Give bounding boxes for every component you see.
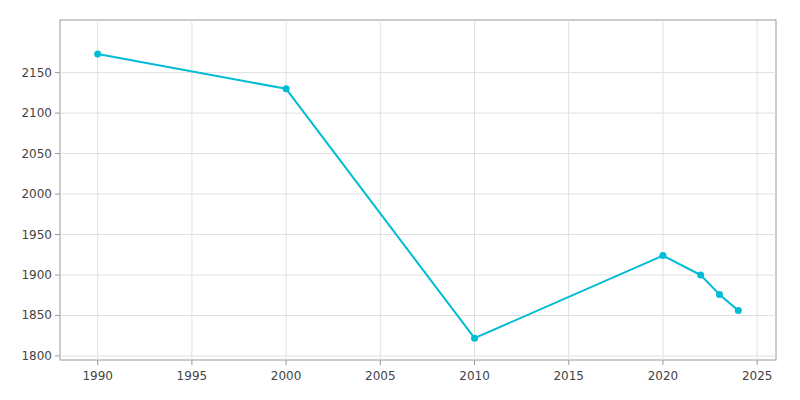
- tick-label-y: 1900: [21, 268, 52, 282]
- point: [735, 307, 742, 314]
- tick-x: [380, 360, 381, 365]
- grid-line-y: [60, 72, 776, 73]
- point: [283, 85, 290, 92]
- tick-label-x: 2020: [648, 369, 679, 383]
- tick-y: [55, 234, 60, 235]
- tick-label-x: 2015: [553, 369, 584, 383]
- grid-line-x: [97, 20, 98, 360]
- line: [98, 54, 739, 338]
- tick-x: [286, 360, 287, 365]
- plot-frame: [60, 20, 776, 360]
- tick-label-y: 1950: [21, 228, 52, 242]
- axes: 1800 1850 1900 1950 2000 2050 2100 2150 1990 1995…: [21, 66, 772, 383]
- point: [94, 51, 101, 58]
- grid-line-x: [662, 20, 663, 360]
- tick-label-y: 1800: [21, 349, 52, 363]
- tick-x: [662, 360, 663, 365]
- grid-line-y: [60, 194, 776, 195]
- tick-label-x: 1990: [82, 369, 113, 383]
- tick-y: [55, 153, 60, 154]
- tick-y: [55, 113, 60, 114]
- tick-label-y: 2000: [21, 187, 52, 201]
- tick-label-y: 2150: [21, 66, 52, 80]
- grid-line-x: [568, 20, 569, 360]
- grid-line-x: [474, 20, 475, 360]
- tick-label-x: 2025: [742, 369, 773, 383]
- tick-y: [55, 72, 60, 73]
- grid-line-x: [286, 20, 287, 360]
- tick-label-x: 2010: [459, 369, 490, 383]
- grid-line-y: [60, 234, 776, 235]
- grid: [60, 20, 776, 360]
- grid-line-y: [60, 355, 776, 356]
- grid-line-y: [60, 275, 776, 276]
- tick-y: [55, 355, 60, 356]
- tick-y: [55, 194, 60, 195]
- tick-x: [474, 360, 475, 365]
- grid-line-y: [60, 153, 776, 154]
- tick-label-x: 2000: [271, 369, 302, 383]
- grid-line-y: [60, 315, 776, 316]
- point: [471, 335, 478, 342]
- grid-line-x: [757, 20, 758, 360]
- tick-x: [568, 360, 569, 365]
- tick-y: [55, 315, 60, 316]
- tick-label-x: 1995: [177, 369, 208, 383]
- tick-label-y: 1850: [21, 308, 52, 322]
- tick-label-y: 2050: [21, 147, 52, 161]
- tick-x: [191, 360, 192, 365]
- tick-y: [55, 275, 60, 276]
- point: [697, 272, 704, 279]
- chart-container: 1800 1850 1900 1950 2000 2050 2100 2150 1990 1995…: [0, 0, 800, 400]
- point: [659, 252, 666, 259]
- chart-svg: 1800 1850 1900 1950 2000 2050 2100 2150 1990 1995…: [0, 0, 800, 400]
- tick-x: [97, 360, 98, 365]
- data-layer: [94, 51, 742, 342]
- tick-label-x: 2005: [365, 369, 396, 383]
- tick-x: [757, 360, 758, 365]
- tick-label-y: 2100: [21, 106, 52, 120]
- grid-line-y: [60, 113, 776, 114]
- point: [716, 291, 723, 298]
- grid-line-x: [380, 20, 381, 360]
